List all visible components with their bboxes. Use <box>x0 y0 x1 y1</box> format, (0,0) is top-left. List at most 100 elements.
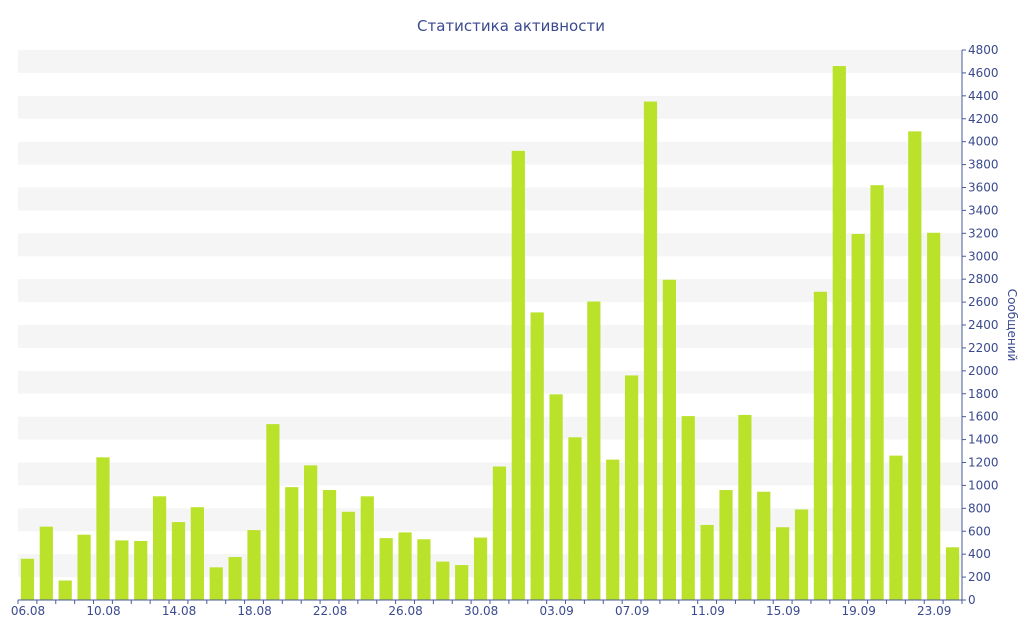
y-tick-label: 2400 <box>968 318 999 332</box>
bar <box>606 459 620 600</box>
bar <box>341 511 356 600</box>
bar <box>889 455 903 600</box>
grid-band <box>18 325 962 348</box>
bar <box>643 101 658 600</box>
y-tick-label: 1600 <box>968 410 999 424</box>
y-tick-label: 3400 <box>968 203 999 217</box>
x-tick-label: 30.08 <box>464 604 498 618</box>
grid-band <box>18 462 962 486</box>
bar <box>757 491 771 600</box>
grid-band <box>18 50 962 73</box>
y-tick-label: 1000 <box>968 478 999 492</box>
bar <box>96 457 110 600</box>
bar <box>134 540 148 600</box>
bar <box>39 526 53 600</box>
x-tick-label: 14.08 <box>162 604 196 618</box>
bar <box>304 465 318 600</box>
bar <box>436 561 450 600</box>
bar <box>322 490 337 600</box>
y-tick-label: 3000 <box>968 249 999 263</box>
bar <box>851 233 865 600</box>
y-tick-label: 2200 <box>968 341 999 355</box>
bar <box>20 558 35 600</box>
y-tick-label: 600 <box>968 524 991 538</box>
bar <box>587 301 601 600</box>
x-tick-label: 07.09 <box>615 604 649 618</box>
y-tick-label: 3800 <box>968 158 999 172</box>
y-tick-label: 200 <box>968 570 991 584</box>
y-tick-label: 1800 <box>968 387 999 401</box>
y-axis-label: Сообщений <box>1005 289 1019 362</box>
grid-band <box>18 187 962 211</box>
y-tick-label: 4800 <box>968 43 999 57</box>
x-tick-label: 18.08 <box>237 604 271 618</box>
grid-band <box>18 233 962 257</box>
x-tick-label: 10.08 <box>86 604 120 618</box>
bar <box>945 547 960 600</box>
bar <box>530 312 544 600</box>
y-tick-label: 0 <box>968 593 976 607</box>
x-tick-label: 06.08 <box>11 604 45 618</box>
y-tick-label: 4400 <box>968 89 999 103</box>
y-tick-label: 4000 <box>968 135 999 149</box>
x-tick-label: 26.08 <box>388 604 422 618</box>
bar <box>681 416 695 600</box>
bar <box>719 490 733 600</box>
bar <box>247 530 261 600</box>
bar <box>813 291 828 600</box>
bar <box>700 524 714 600</box>
y-tick-label: 2600 <box>968 295 999 309</box>
grid-band <box>18 416 962 440</box>
y-tick-label: 3600 <box>968 181 999 195</box>
bar <box>473 537 488 600</box>
bar <box>662 279 676 600</box>
x-tick-label: 19.09 <box>842 604 876 618</box>
grid-band <box>18 95 962 119</box>
bar <box>908 131 922 600</box>
grid-band <box>18 279 962 303</box>
grid-band <box>18 370 962 394</box>
y-tick-label: 3200 <box>968 226 999 240</box>
x-tick-label: 23.09 <box>917 604 951 618</box>
bar-series <box>20 66 960 601</box>
bar <box>624 375 639 600</box>
bar <box>455 565 469 600</box>
bar <box>285 487 299 600</box>
grid-bands <box>18 50 962 578</box>
bar <box>190 507 204 600</box>
bar <box>549 394 563 600</box>
bar <box>228 557 242 600</box>
bar <box>492 466 507 600</box>
y-tick-label: 4200 <box>968 112 999 126</box>
bar <box>794 509 809 600</box>
bar <box>115 540 129 600</box>
bar <box>776 527 790 600</box>
bar <box>870 185 884 601</box>
bar <box>77 534 91 600</box>
x-tick-label: 15.09 <box>766 604 800 618</box>
chart-title: Статистика активности <box>417 17 605 35</box>
y-tick-label: 2000 <box>968 364 999 378</box>
bar <box>58 580 72 600</box>
bar <box>379 538 393 600</box>
bar <box>568 437 582 600</box>
x-tick-label: 22.08 <box>313 604 347 618</box>
bar <box>417 539 431 600</box>
bar <box>738 414 752 600</box>
bar <box>398 532 412 600</box>
grid-band <box>18 141 962 165</box>
bar <box>209 567 223 600</box>
y-tick-label: 800 <box>968 501 991 515</box>
bar <box>511 150 525 601</box>
bar <box>360 496 374 600</box>
y-tick-label: 1400 <box>968 433 999 447</box>
y-tick-label: 1200 <box>968 456 999 470</box>
x-axis: 06.08 10.08 14.08 18.08 22.08 26.08 30.08 03.09… <box>11 599 963 618</box>
bar <box>152 496 167 600</box>
bar <box>266 424 280 600</box>
y-axis: 0 200 400 600 800 1000 1200 1400 1600 1800 2000 220… <box>961 43 999 607</box>
bar <box>832 66 846 600</box>
bar <box>171 522 186 600</box>
y-tick-label: 4600 <box>968 66 999 80</box>
